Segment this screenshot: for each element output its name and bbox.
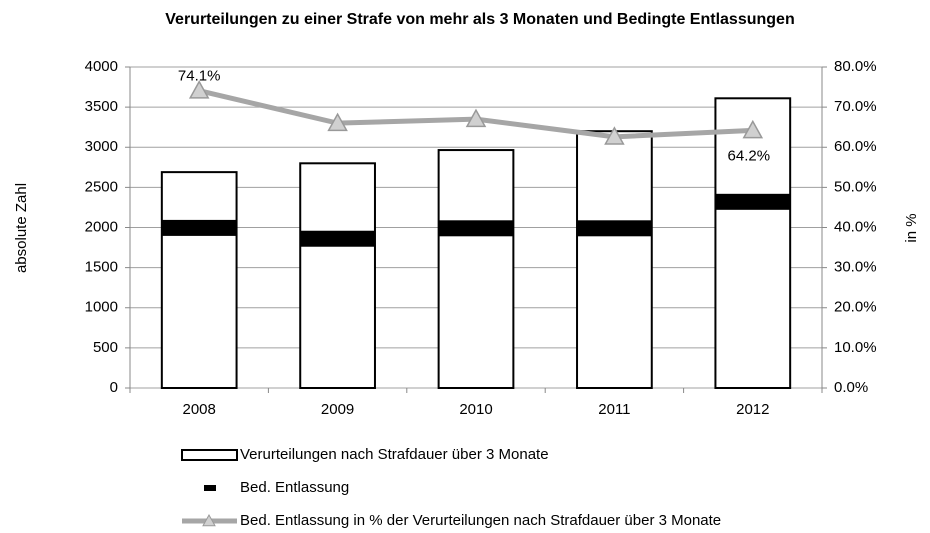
- y2-tick-label: 70.0%: [834, 98, 877, 115]
- y-tick-label: 3500: [85, 98, 118, 115]
- y-tick-label: 3000: [85, 138, 118, 155]
- line-marker: [742, 119, 764, 139]
- y-tick-label: 4000: [85, 58, 118, 75]
- line-marker: [465, 108, 487, 128]
- y2-tick-label: 40.0%: [834, 218, 877, 235]
- line-marker: [604, 126, 625, 145]
- y2-axis-label: in %: [903, 213, 920, 242]
- marker: [438, 220, 514, 237]
- legend-swatch: [181, 449, 238, 461]
- y-tick-label: 1500: [85, 259, 118, 276]
- x-tick-label: 2009: [321, 401, 354, 418]
- data-label: 64.2%: [728, 147, 771, 164]
- bar: [160, 171, 238, 389]
- y-tick-label: 500: [93, 339, 118, 356]
- y-tick-label: 2000: [85, 218, 118, 235]
- chart-title: Verurteilungen zu einer Strafe von mehr …: [165, 11, 794, 28]
- legend-swatch: [202, 513, 216, 527]
- x-tick-label: 2008: [183, 401, 216, 418]
- legend-label: Bed. Entlassung in % der Verurteilungen …: [240, 512, 721, 529]
- bar: [437, 149, 515, 389]
- marker: [300, 230, 375, 247]
- y2-tick-label: 80.0%: [834, 58, 877, 75]
- bar: [714, 97, 792, 390]
- legend-label: Bed. Entlassung: [240, 479, 349, 496]
- marker: [577, 220, 652, 237]
- data-label: 74.1%: [178, 68, 221, 85]
- legend-swatch: [204, 485, 216, 491]
- bar: [576, 130, 653, 389]
- legend-label: Verurteilungen nach Strafdauer über 3 Mo…: [240, 446, 549, 463]
- line-marker: [188, 80, 210, 99]
- x-tick-label: 2012: [736, 401, 769, 418]
- y2-tick-label: 20.0%: [834, 299, 877, 316]
- y2-tick-label: 10.0%: [834, 339, 877, 356]
- x-tick-label: 2010: [459, 401, 492, 418]
- x-tick-label: 2011: [598, 401, 630, 418]
- y-tick-label: 1000: [85, 299, 118, 316]
- y-tick-label: 2500: [85, 178, 118, 195]
- y-tick-label: 0: [110, 379, 118, 396]
- line-marker: [327, 112, 348, 132]
- y2-tick-label: 50.0%: [834, 178, 877, 195]
- y2-tick-label: 60.0%: [834, 138, 877, 155]
- marker: [161, 219, 237, 236]
- y2-tick-label: 0.0%: [834, 379, 868, 396]
- marker: [715, 193, 791, 210]
- y-axis-label: absolute Zahl: [13, 183, 30, 273]
- y2-tick-label: 30.0%: [834, 259, 877, 276]
- bar: [299, 162, 376, 389]
